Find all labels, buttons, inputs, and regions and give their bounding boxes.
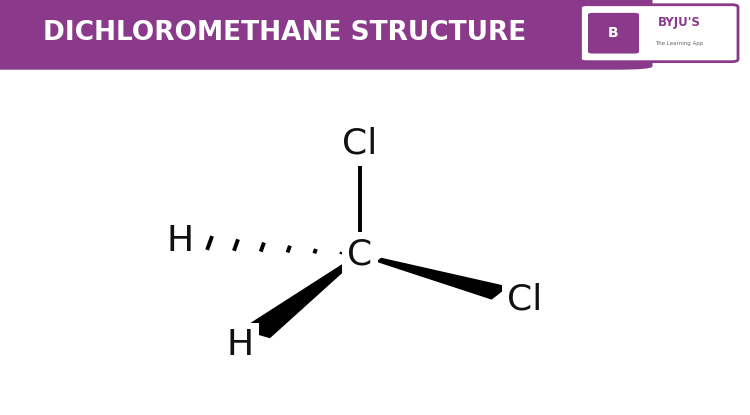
Text: B: B — [608, 26, 619, 40]
Text: DICHLOROMETHANE STRUCTURE: DICHLOROMETHANE STRUCTURE — [44, 20, 526, 46]
FancyBboxPatch shape — [588, 13, 639, 54]
Text: H: H — [166, 224, 194, 258]
FancyBboxPatch shape — [580, 5, 738, 62]
Text: BYJU'S: BYJU'S — [658, 16, 701, 29]
Text: Cl: Cl — [342, 126, 377, 160]
FancyBboxPatch shape — [0, 0, 652, 70]
Polygon shape — [377, 259, 507, 299]
Text: Cl: Cl — [507, 283, 542, 317]
Text: C: C — [347, 238, 373, 272]
Text: The Learning App: The Learning App — [656, 41, 704, 46]
Polygon shape — [242, 262, 352, 337]
Text: H: H — [226, 328, 254, 362]
